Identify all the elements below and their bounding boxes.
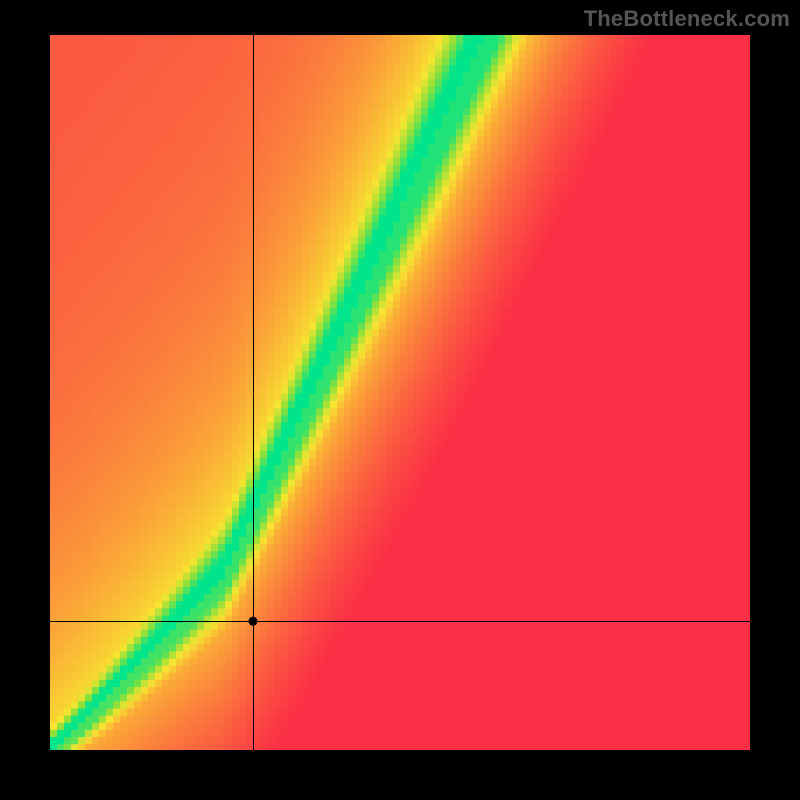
chart-container: TheBottleneck.com (0, 0, 800, 800)
watermark-text: TheBottleneck.com (584, 6, 790, 32)
bottleneck-heatmap (50, 35, 750, 750)
